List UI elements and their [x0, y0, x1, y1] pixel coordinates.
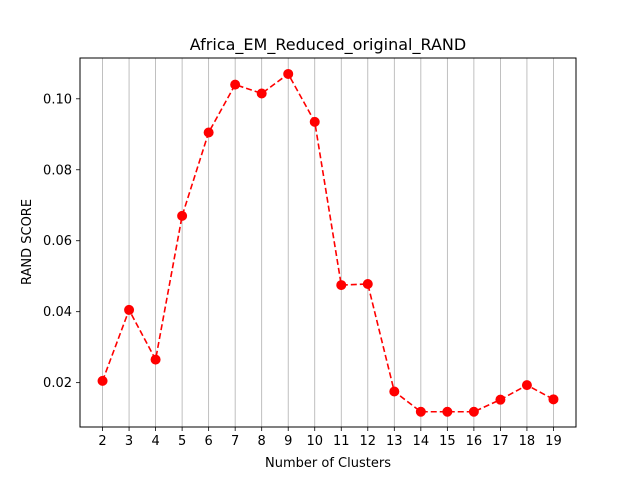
x-tick-label: 10	[306, 434, 323, 449]
x-tick-label: 15	[439, 434, 456, 449]
data-point	[97, 375, 108, 386]
x-tick-label: 19	[545, 434, 562, 449]
y-tick-label: 0.02	[43, 376, 72, 391]
data-point	[309, 116, 320, 127]
data-point	[177, 210, 188, 221]
x-tick-label: 3	[125, 434, 133, 449]
data-point	[521, 380, 532, 391]
data-point	[495, 394, 506, 405]
data-point	[283, 68, 294, 79]
y-axis: 0.02 0.04 0.06 0.08 0.10	[43, 92, 80, 391]
data-point	[230, 79, 241, 90]
x-tick-label: 7	[231, 434, 239, 449]
x-tick-label: 13	[386, 434, 403, 449]
data-point	[362, 279, 373, 290]
chart-title: Africa_EM_Reduced_original_RAND	[190, 35, 466, 55]
y-tick-label: 0.10	[43, 92, 72, 107]
data-point	[442, 406, 453, 417]
data-point	[203, 127, 214, 138]
y-tick-label: 0.06	[43, 234, 72, 249]
plot-area-frame	[79, 57, 577, 428]
x-tick-label: 17	[492, 434, 509, 449]
x-tick-label: 14	[413, 434, 430, 449]
data-point	[336, 280, 347, 291]
y-tick-label: 0.08	[43, 163, 72, 178]
y-axis-label: RAND SCORE	[20, 199, 35, 285]
data-point	[150, 354, 161, 365]
x-tick-label: 5	[178, 434, 186, 449]
data-point	[256, 88, 267, 99]
x-tick-label: 8	[258, 434, 266, 449]
x-tick-label: 11	[333, 434, 350, 449]
x-axis: 2 3 4 5 6 7 8 9 10 11 12 13 14 15 16 17 18 19	[98, 427, 562, 449]
series-layer	[97, 68, 559, 417]
data-point	[389, 386, 400, 397]
data-point	[468, 406, 479, 417]
x-tick-label: 18	[519, 434, 536, 449]
grid-lines	[102, 58, 554, 427]
x-tick-label: 12	[360, 434, 377, 449]
data-point	[548, 394, 559, 405]
data-point	[415, 406, 426, 417]
x-tick-label: 6	[205, 434, 213, 449]
data-point	[124, 304, 135, 315]
x-tick-label: 9	[284, 434, 292, 449]
x-tick-label: 16	[466, 434, 483, 449]
x-axis-label: Number of Clusters	[265, 456, 391, 471]
y-tick-label: 0.04	[43, 305, 72, 320]
x-tick-label: 4	[151, 434, 159, 449]
x-tick-label: 2	[98, 434, 106, 449]
